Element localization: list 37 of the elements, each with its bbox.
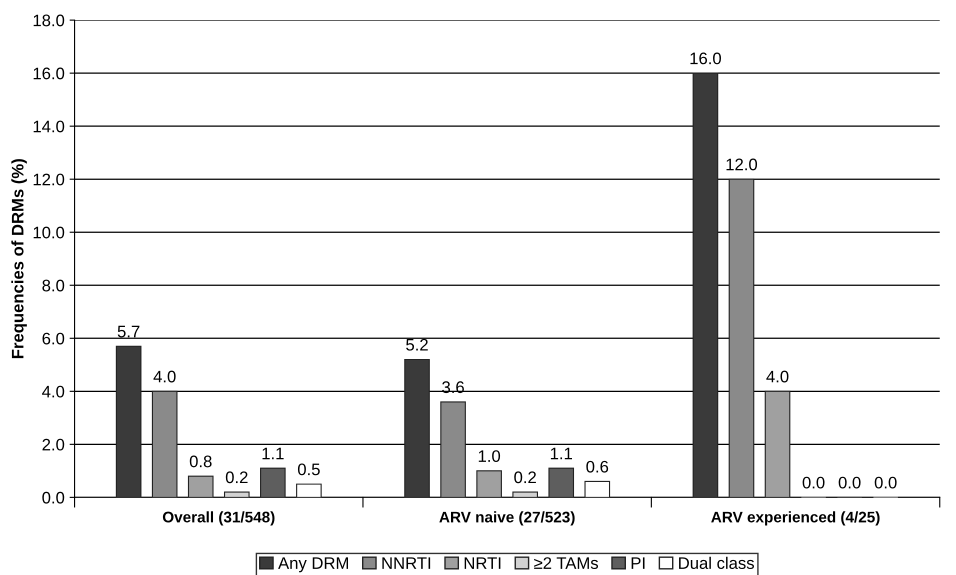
data-label: 0.2: [514, 471, 536, 484]
y-tick-label: 0.0: [42, 492, 64, 504]
data-label: 0.0: [802, 476, 825, 489]
y-tick-label: 2.0: [42, 438, 64, 451]
legend-label: NNRTI: [382, 557, 430, 569]
data-label: 1.1: [262, 448, 284, 460]
data-label: 0.5: [298, 463, 320, 476]
x-tick-label: Overall (31/548): [162, 511, 274, 526]
legend-label: NRTI: [464, 557, 500, 569]
data-label: 0.2: [226, 471, 248, 484]
y-tick-label: 16.0: [34, 68, 64, 80]
y-tick-label: 18.0: [34, 14, 64, 26]
y-tick-label: 8.0: [42, 280, 64, 292]
legend-label: PI: [632, 557, 645, 569]
y-tick-label: 14.0: [34, 120, 64, 132]
data-label: 12.0: [726, 158, 758, 170]
y-tick-label: 10.0: [34, 226, 64, 238]
data-label: 1.0: [478, 450, 500, 462]
data-label: 0.6: [586, 460, 608, 473]
x-tick-label: ARV naive (27/523): [439, 511, 575, 526]
legend-label: Dual class: [679, 556, 754, 570]
y-tick-label: 4.0: [42, 386, 64, 398]
legend-label: ≥2 TAMs: [534, 557, 598, 570]
data-label: 0.0: [838, 476, 861, 489]
x-tick-label: ARV experienced (4/25): [711, 511, 880, 526]
y-tick-label: 6.0: [42, 332, 64, 344]
data-label: 4.0: [153, 370, 176, 382]
data-label: 5.7: [118, 326, 140, 338]
data-label: 0.0: [874, 476, 897, 489]
data-label: 4.0: [766, 370, 788, 382]
data-label: 0.8: [190, 456, 212, 468]
data-label: 5.2: [406, 338, 428, 351]
y-axis-title: Frequencies of DRMs (%): [11, 159, 27, 358]
data-label: 1.1: [550, 448, 572, 460]
legend-label: Any DRM: [278, 557, 348, 572]
y-tick-label: 12.0: [34, 174, 64, 186]
data-label: 16.0: [690, 52, 721, 64]
